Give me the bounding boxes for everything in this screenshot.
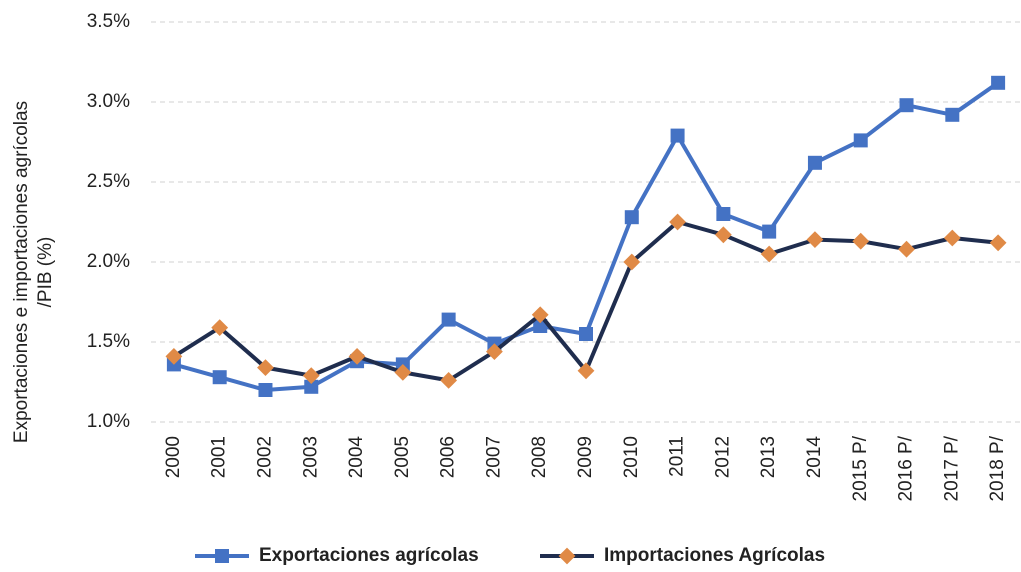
marker [165, 348, 183, 365]
marker [533, 319, 548, 333]
y-tick-label: 3.5% [87, 11, 130, 32]
legend-label: Exportaciones agrícolas [259, 545, 479, 566]
x-tick-label: 2014 [804, 436, 825, 479]
x-tick-label: 2009 [575, 436, 596, 478]
series-line [172, 220, 999, 383]
y-tick-label: 3.0% [87, 91, 130, 112]
x-tick-label: 2017 P/ [941, 435, 962, 501]
x-tick-label: 2007 [483, 436, 504, 478]
y-tick-label: 2.5% [87, 171, 130, 192]
x-tick-label: 2012 [712, 436, 733, 478]
x-tick-label: 2003 [300, 436, 321, 478]
x-tick-label: 2013 [758, 436, 779, 478]
x-tick-label: 2002 [254, 436, 275, 478]
marker [577, 362, 595, 380]
legend-marker [558, 547, 576, 565]
marker [579, 327, 593, 341]
marker [394, 364, 412, 381]
marker [945, 107, 960, 122]
marker [899, 98, 914, 113]
marker [989, 234, 1007, 252]
x-tick-label: 2015 P/ [850, 435, 871, 501]
marker [898, 240, 915, 258]
marker [991, 75, 1006, 90]
x-tick-label: 2010 [621, 436, 642, 478]
y-axis-label: Exportaciones e importaciones agrícolas [11, 101, 32, 443]
marker [943, 229, 961, 247]
marker [258, 383, 273, 397]
marker [760, 245, 778, 263]
marker [302, 367, 320, 384]
marker [348, 348, 366, 365]
marker [486, 343, 503, 360]
y-axis-label: /PIB (%) [35, 237, 56, 308]
marker [304, 379, 319, 394]
marker [211, 319, 229, 336]
y-tick-label: 1.0% [87, 411, 130, 432]
marker [716, 207, 731, 221]
legend-label: Importaciones Agrícolas [604, 545, 825, 566]
series-line [173, 81, 1000, 392]
marker [806, 231, 824, 248]
marker [852, 232, 870, 250]
marker [807, 155, 822, 170]
marker [624, 210, 639, 225]
x-tick-label: 2005 [392, 436, 413, 478]
x-tick-label: 2016 P/ [896, 435, 917, 501]
marker [212, 370, 227, 385]
marker [853, 133, 868, 148]
marker [257, 359, 274, 376]
marker [441, 312, 456, 327]
x-tick-label: 2008 [529, 436, 550, 478]
marker [623, 253, 641, 271]
x-tick-label: 2018 P/ [987, 435, 1008, 501]
y-tick-label: 2.0% [87, 251, 130, 272]
legend-marker [215, 549, 229, 563]
x-tick-label: 2001 [209, 436, 230, 478]
y-tick-label: 1.5% [87, 331, 130, 352]
marker [762, 224, 777, 239]
x-tick-label: 2011 [667, 436, 688, 477]
marker [440, 372, 458, 389]
x-tick-label: 2006 [438, 436, 459, 478]
marker [670, 128, 685, 143]
x-tick-label: 2004 [346, 436, 367, 479]
x-tick-label: 2000 [163, 436, 184, 478]
marker [669, 213, 686, 231]
marker [714, 226, 732, 244]
marker [531, 306, 549, 324]
